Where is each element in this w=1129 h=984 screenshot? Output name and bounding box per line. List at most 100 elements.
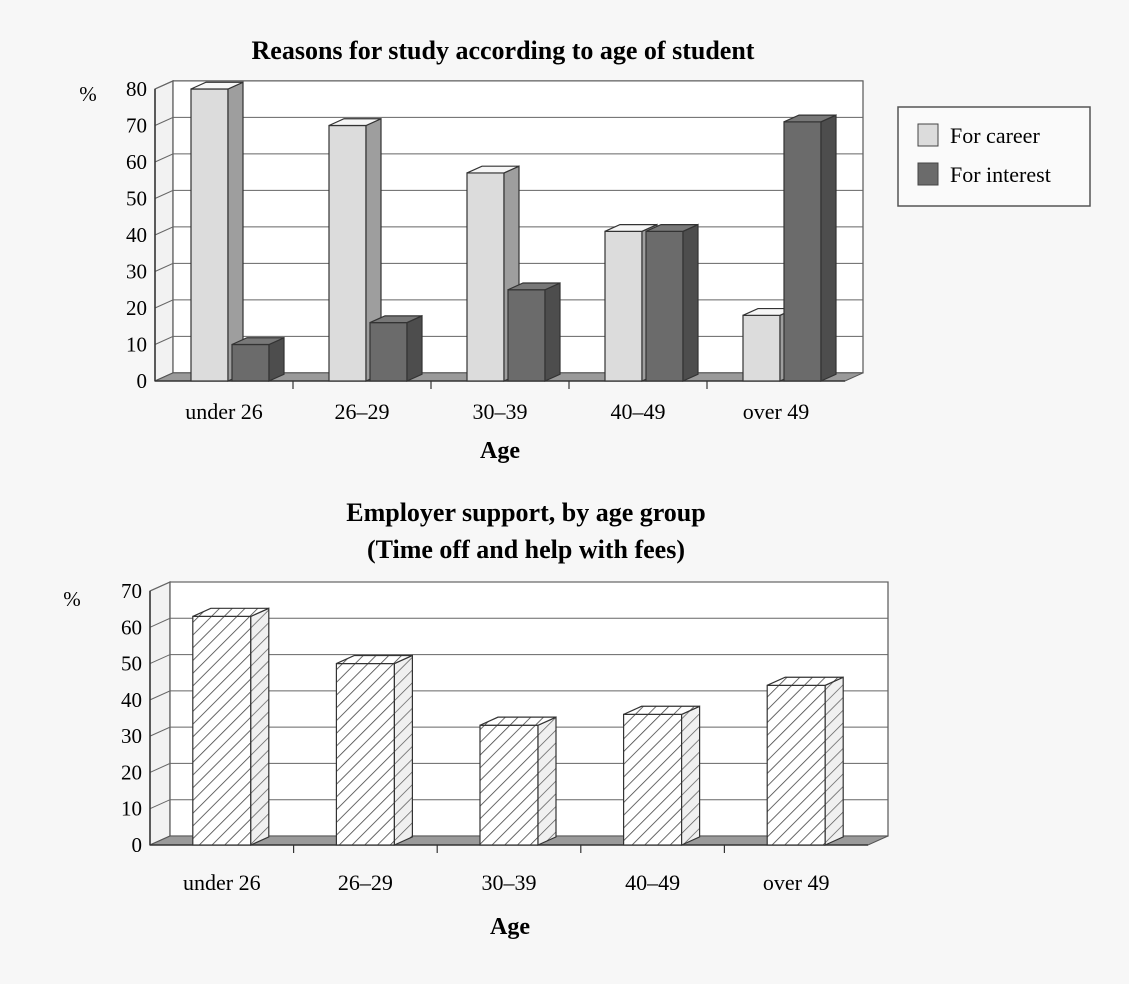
bar-top <box>336 654 413 665</box>
y-tick-label: 70 <box>126 114 147 138</box>
legend-label-career: For career <box>950 123 1040 148</box>
bar-side <box>824 676 844 846</box>
bar-side <box>250 607 270 846</box>
bar-0-1-1 <box>369 314 423 382</box>
bar-side <box>820 114 837 382</box>
bar-side <box>393 654 413 846</box>
y-tick-label: 10 <box>126 333 147 357</box>
side-wall <box>149 581 171 846</box>
bar-top <box>369 315 423 324</box>
y-tick-label: 30 <box>121 724 142 748</box>
bar-1-0-1 <box>335 654 413 846</box>
bar-side <box>680 705 701 846</box>
bar-front <box>604 230 643 382</box>
category-label: 30–39 <box>482 870 537 895</box>
category-label: 40–49 <box>611 399 666 424</box>
chart2-category-labels: under 26 26–29 30–39 40–49 over 49 <box>183 870 829 895</box>
bar-front <box>645 230 684 382</box>
gridline <box>149 690 888 701</box>
y-tick-label: 60 <box>126 150 147 174</box>
chart2-title: Employer support, by age group <box>346 498 705 527</box>
y-tick-label: 50 <box>126 187 147 211</box>
y-tick-label: 30 <box>126 260 147 284</box>
bar-top <box>192 607 270 618</box>
chart2-subtitle: (Time off and help with fees) <box>367 535 685 564</box>
bar-top <box>190 81 244 90</box>
bar-front <box>479 724 539 846</box>
chart1-y-ticks: 0 10 20 30 40 50 60 70 80 <box>126 77 147 393</box>
category-label: over 49 <box>743 399 810 424</box>
bar-front <box>192 615 252 846</box>
gridline <box>154 189 863 199</box>
category-label: 40–49 <box>625 870 680 895</box>
chart1-legend: For career For interest <box>897 106 1091 207</box>
legend-box <box>897 106 1091 207</box>
gridline <box>149 617 888 628</box>
bar-front <box>466 172 505 382</box>
gridline <box>154 153 863 163</box>
chart2-xlabel: Age <box>490 914 530 940</box>
chart1-title: Reasons for study according to age of st… <box>252 36 755 65</box>
bar-side <box>544 282 561 382</box>
y-tick-label: 40 <box>126 223 147 247</box>
chart1-ylabel: % <box>79 82 97 106</box>
bar-front <box>742 314 781 382</box>
category-label: 30–39 <box>473 399 528 424</box>
category-label: 26–29 <box>335 399 390 424</box>
bar-side <box>406 314 423 382</box>
chart2-ylabel: % <box>63 587 81 611</box>
chart2-y-ticks: 0 10 20 30 40 50 60 70 <box>121 579 142 857</box>
bar-front <box>190 88 229 382</box>
bar-front <box>622 713 683 846</box>
bar-top <box>328 118 382 127</box>
bar-side <box>682 223 699 382</box>
bar-1-0-2 <box>479 716 557 846</box>
category-label: 26–29 <box>338 870 393 895</box>
category-label: under 26 <box>183 870 261 895</box>
gridline <box>149 581 888 592</box>
bar-0-1-2 <box>507 282 561 382</box>
bar-1-0-4 <box>766 676 844 846</box>
y-tick-label: 20 <box>121 760 142 784</box>
bar-top <box>623 705 700 715</box>
bar-0-1-3 <box>645 223 699 382</box>
legend-swatch-interest <box>917 162 939 186</box>
bar-side <box>268 336 285 382</box>
y-tick-label: 60 <box>121 615 142 639</box>
chart1-category-labels: under 26 26–29 30–39 40–49 over 49 <box>185 399 809 424</box>
chart1-bars <box>190 81 837 382</box>
bar-front <box>507 289 546 382</box>
legend-swatch-career <box>917 123 939 147</box>
category-label: under 26 <box>185 399 263 424</box>
y-tick-label: 80 <box>126 77 147 101</box>
bar-front <box>335 662 395 846</box>
bar-top <box>507 282 561 291</box>
bar-top <box>766 676 844 686</box>
bar-0-0-0 <box>190 81 244 382</box>
bar-top <box>479 716 557 726</box>
bar-top <box>783 114 837 123</box>
bar-front <box>231 343 270 382</box>
y-tick-label: 20 <box>126 296 147 320</box>
y-tick-label: 0 <box>132 833 143 857</box>
y-tick-label: 40 <box>121 688 142 712</box>
y-tick-label: 0 <box>137 369 148 393</box>
bar-1-0-3 <box>622 705 701 846</box>
bar-front <box>766 684 826 846</box>
bar-0-1-4 <box>783 114 837 382</box>
bar-0-1-0 <box>231 336 285 382</box>
y-tick-label: 70 <box>121 579 142 603</box>
bar-1-0-0 <box>192 607 270 846</box>
bar-front <box>328 124 367 382</box>
legend-label-interest: For interest <box>950 162 1051 187</box>
chart2-bars <box>192 607 844 846</box>
chart1-xlabel: Age <box>480 438 520 464</box>
bar-top <box>466 165 520 174</box>
y-tick-label: 10 <box>121 797 142 821</box>
y-tick-label: 50 <box>121 652 142 676</box>
bar-side <box>227 81 244 382</box>
bar-top <box>645 224 699 232</box>
bar-front <box>369 322 408 382</box>
